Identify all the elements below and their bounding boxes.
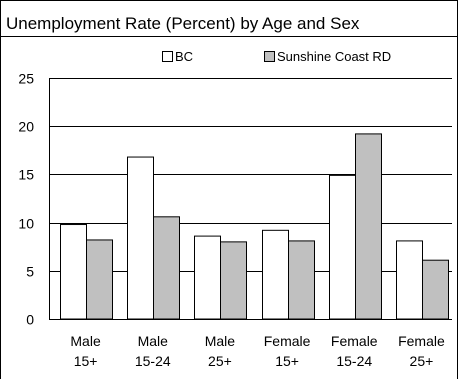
x-tick-label: 15-24 [336,353,372,369]
x-tick-label: Male [70,333,101,349]
x-tick-label: 15-24 [135,353,171,369]
x-tick-label: Female [331,333,378,349]
bar-sunshine-coast-rd [355,133,382,320]
bar-bc [262,229,289,320]
y-tick-label: 10 [18,216,34,232]
y-tick-label: 5 [26,264,34,280]
y-tick-label: 15 [18,167,34,183]
y-tick-label: 20 [18,119,34,135]
legend-label-sunshine-coast-rd: Sunshine Coast RD [277,49,391,64]
legend-label-bc: BC [175,49,193,64]
bar-bc [194,235,221,320]
x-tick-label: 25+ [208,353,232,369]
bar-bc [60,224,87,320]
bar-bc [127,156,154,320]
bar-sunshine-coast-rd [422,259,449,320]
x-tick-label: 15+ [275,353,299,369]
x-tick-label: Female [264,333,311,349]
legend-swatch-bc [162,51,173,62]
y-tick-label: 0 [26,312,34,328]
y-tick-label: 25 [18,71,34,87]
legend-swatch-sunshine-coast-rd [264,51,275,62]
bar-sunshine-coast-rd [220,241,247,320]
chart-title: Unemployment Rate (Percent) by Age and S… [6,14,360,33]
x-tick-label: 25+ [410,353,434,369]
x-tick-label: 15+ [74,353,98,369]
x-tick-label: Female [398,333,445,349]
bar-sunshine-coast-rd [86,239,113,320]
bar-sunshine-coast-rd [288,240,315,320]
bar-bc [329,174,356,320]
x-tick-label: Male [138,333,169,349]
bar-sunshine-coast-rd [153,216,180,320]
x-tick-label: Male [205,333,236,349]
bar-bc [396,240,423,320]
